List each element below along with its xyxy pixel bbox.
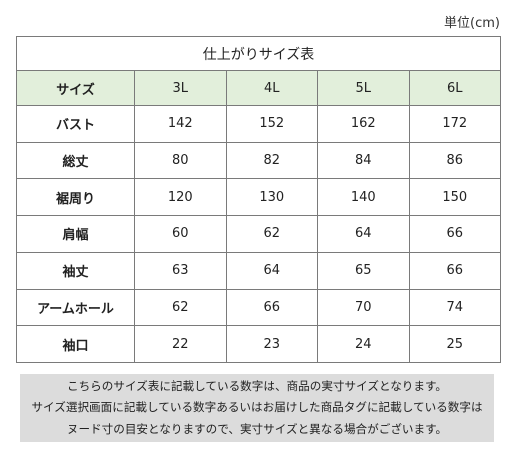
- table-header-row: サイズ 3L 4L 5L 6L: [16, 70, 501, 106]
- table-cell: 65: [317, 251, 410, 290]
- table-cell: 70: [317, 288, 410, 327]
- table-cell: 74: [408, 288, 501, 327]
- row-label: 裾周り: [16, 178, 135, 217]
- table-cell: 22: [134, 325, 227, 363]
- table-cell: 63: [134, 251, 227, 290]
- table-cell: 162: [317, 105, 410, 143]
- header-size: 4L: [225, 70, 318, 106]
- table-row: アームホール 62 66 70 74: [16, 288, 501, 327]
- note-line: ヌード寸の目安となりますので、実寸サイズと異なる場合がございます。: [66, 421, 448, 436]
- table-cell: 62: [134, 288, 227, 327]
- note-line: サイズ選択画面に記載している数字あるいはお届けした商品タグに記載している数字は: [31, 400, 483, 415]
- table-row: バスト 142 152 162 172: [16, 105, 501, 143]
- table-row: 袖口 22 23 24 25: [16, 325, 501, 363]
- header-size: 6L: [408, 70, 501, 106]
- table-cell: 62: [225, 215, 318, 253]
- table-cell: 66: [225, 288, 318, 327]
- table-row: 裾周り 120 130 140 150: [16, 178, 501, 217]
- table-cell: 25: [408, 325, 501, 363]
- table-cell: 172: [408, 105, 501, 143]
- unit-label: 単位(cm): [444, 16, 500, 31]
- table-row: 総丈 80 82 84 86: [16, 141, 501, 180]
- table-cell: 82: [225, 141, 318, 180]
- row-label: バスト: [16, 105, 135, 143]
- row-label: アームホール: [16, 288, 135, 327]
- table-cell: 86: [408, 141, 501, 180]
- table-row: 袖丈 63 64 65 66: [16, 251, 501, 290]
- table-title: 仕上がりサイズ表: [16, 36, 501, 71]
- table-cell: 84: [317, 141, 410, 180]
- header-size: 3L: [134, 70, 227, 106]
- table-row: 肩幅 60 62 64 66: [16, 215, 501, 253]
- header-size: 5L: [317, 70, 410, 106]
- table-cell: 140: [317, 178, 410, 217]
- table-cell: 66: [408, 251, 501, 290]
- row-label: 袖丈: [16, 251, 135, 290]
- header-label: サイズ: [16, 70, 135, 106]
- row-label: 袖口: [16, 325, 135, 363]
- row-label: 肩幅: [16, 215, 135, 253]
- table-cell: 23: [225, 325, 318, 363]
- table-cell: 60: [134, 215, 227, 253]
- table-cell: 130: [225, 178, 318, 217]
- table-cell: 64: [317, 215, 410, 253]
- row-label: 総丈: [16, 141, 135, 180]
- table-cell: 64: [225, 251, 318, 290]
- table-cell: 152: [225, 105, 318, 143]
- table-cell: 142: [134, 105, 227, 143]
- table-title-row: 仕上がりサイズ表: [16, 36, 501, 71]
- table-cell: 80: [134, 141, 227, 180]
- size-table: 仕上がりサイズ表 サイズ 3L 4L 5L 6L バスト 142 152 162 172…: [16, 36, 501, 363]
- table-cell: 150: [408, 178, 501, 217]
- note-line: こちらのサイズ表に記載している数字は、商品の実寸サイズとなります。: [66, 378, 448, 393]
- table-cell: 24: [317, 325, 410, 363]
- table-cell: 120: [134, 178, 227, 217]
- table-cell: 66: [408, 215, 501, 253]
- size-note: こちらのサイズ表に記載している数字は、商品の実寸サイズとなります。 サイズ選択画…: [20, 374, 494, 442]
